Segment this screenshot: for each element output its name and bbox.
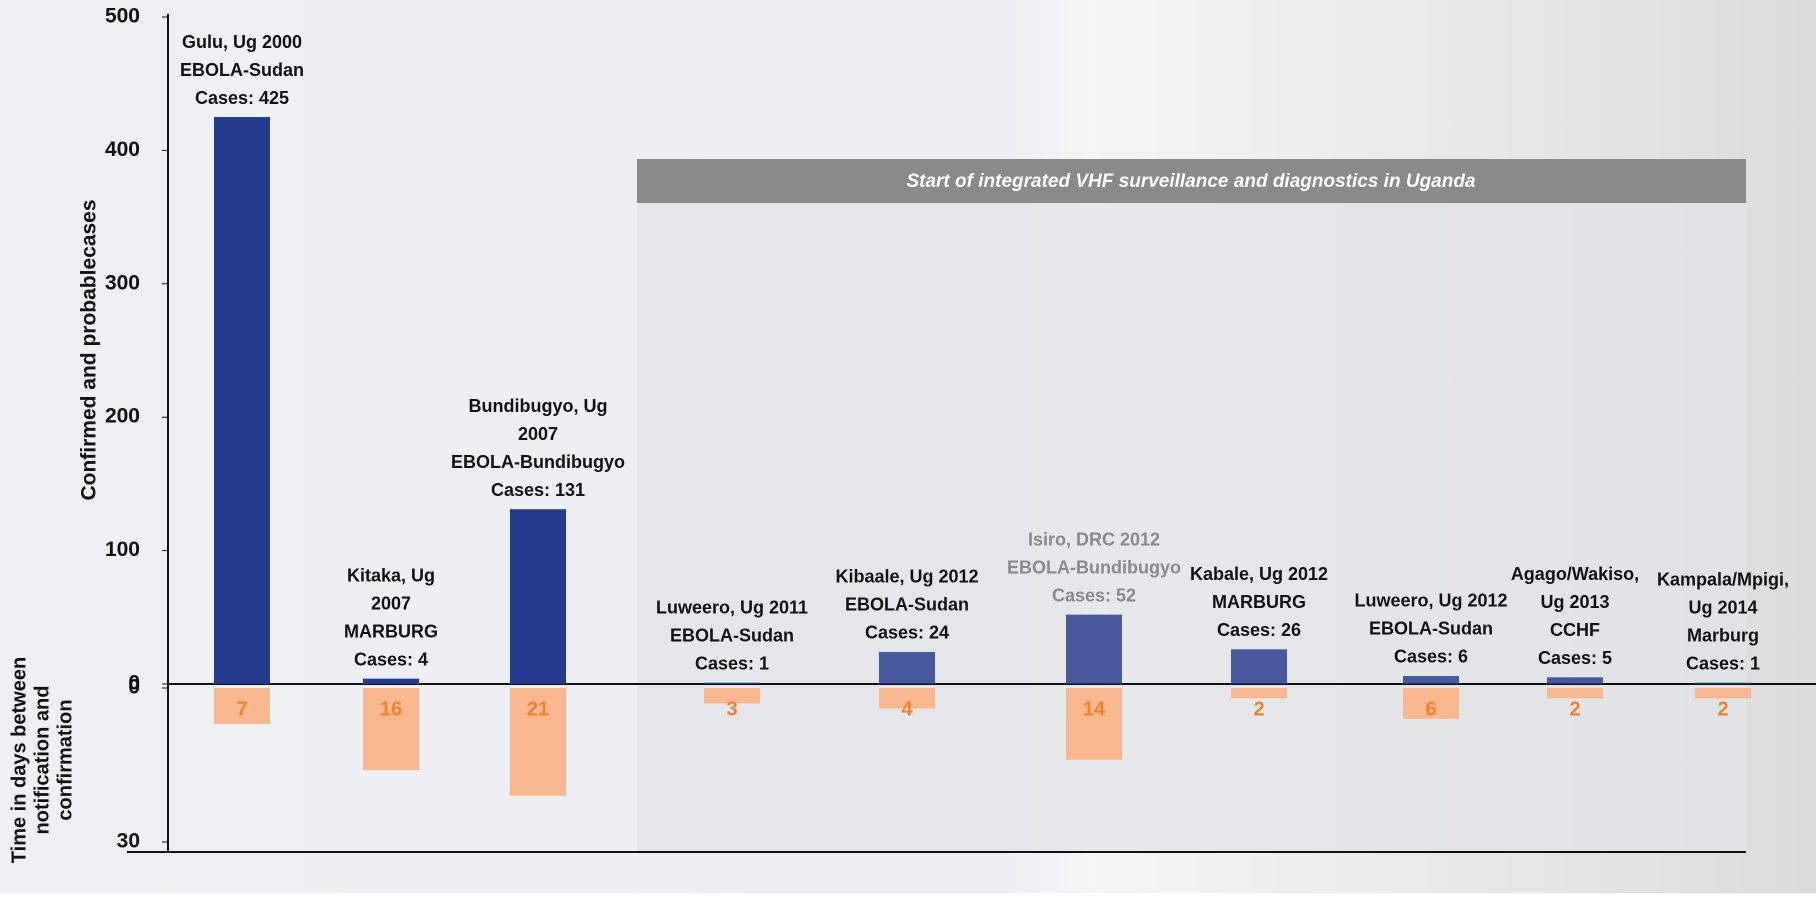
category-label: EBOLA-Sudan — [180, 60, 304, 80]
data-label: 6 — [1425, 698, 1436, 720]
chart: Start of integrated VHF surveillance and… — [0, 0, 1816, 893]
data-label: Cases: 425 — [195, 88, 289, 108]
data-label: 2 — [1569, 698, 1580, 720]
category-label: CCHF — [1550, 620, 1600, 640]
data-label: 21 — [527, 698, 549, 720]
category-label: Kampala/Mpigi, — [1657, 569, 1789, 589]
category-label: Kabale, Ug 2012 — [1190, 564, 1328, 584]
bar — [214, 117, 270, 684]
y-tick-label: 200 — [105, 405, 140, 428]
y-axis-title: Time in days between — [8, 657, 30, 863]
category-label: Bundibugyo, Ug — [469, 396, 608, 416]
category-label: Isiro, DRC 2012 — [1028, 529, 1160, 549]
surveillance-region — [637, 203, 1746, 852]
data-label: Cases: 4 — [354, 649, 428, 669]
category-label: Agago/Wakiso, — [1511, 564, 1639, 584]
data-label: 3 — [726, 698, 737, 720]
category-label: Luweero, Ug 2011 — [656, 597, 808, 617]
y-tick-label: 0 — [128, 676, 140, 699]
y-axis-title: confirmation — [54, 699, 76, 820]
bar — [1547, 688, 1603, 698]
bar — [1695, 683, 1751, 684]
category-label: Luweero, Ug 2012 — [1354, 591, 1507, 611]
data-label: Cases: 1 — [695, 653, 769, 673]
category-label: Kibaale, Ug 2012 — [835, 567, 978, 587]
data-label: 2 — [1717, 698, 1728, 720]
bar — [1231, 688, 1287, 698]
category-label: EBOLA-Sudan — [670, 625, 794, 645]
data-label: Cases: 26 — [1217, 620, 1301, 640]
bar — [1547, 677, 1603, 684]
bar — [879, 652, 935, 684]
category-label: Ug 2014 — [1688, 597, 1757, 617]
category-label: Ug 2013 — [1540, 592, 1609, 612]
bar — [1231, 649, 1287, 684]
y-axis-title: notification and — [31, 686, 53, 835]
data-label: Cases: 5 — [1538, 648, 1612, 668]
y-tick-label: 300 — [105, 271, 140, 294]
data-label: 16 — [380, 698, 402, 720]
category-label: Marburg — [1687, 625, 1759, 645]
data-label: Cases: 131 — [491, 480, 585, 500]
category-label: EBOLA-Bundibugyo — [451, 452, 625, 472]
category-label: Kitaka, Ug — [347, 565, 435, 585]
data-label: 14 — [1083, 698, 1106, 720]
bar — [510, 509, 566, 684]
data-label: Cases: 6 — [1394, 647, 1468, 667]
bar — [704, 683, 760, 684]
bar — [1066, 615, 1122, 684]
bar — [1695, 688, 1751, 698]
data-label: 7 — [236, 698, 247, 720]
y-tick-label: 400 — [105, 138, 140, 161]
data-label: 4 — [901, 698, 913, 720]
annotation: Start of integrated VHF surveillance and… — [906, 171, 1475, 192]
y-tick-label: 500 — [105, 5, 140, 28]
category-label: EBOLA-Sudan — [845, 595, 969, 615]
y-tick-label: 30 — [117, 830, 140, 853]
data-label: 2 — [1253, 698, 1264, 720]
category-label: 2007 — [518, 424, 558, 444]
category-label: EBOLA-Bundibugyo — [1007, 557, 1181, 577]
category-label: MARBURG — [344, 621, 438, 641]
y-tick-label: 100 — [105, 538, 140, 561]
bar — [363, 679, 419, 684]
category-label: MARBURG — [1212, 592, 1306, 612]
category-label: Gulu, Ug 2000 — [182, 32, 302, 52]
data-label: Cases: 52 — [1052, 585, 1136, 605]
data-label: Cases: 1 — [1686, 653, 1760, 673]
y-axis-title: Confirmed and probablecases — [78, 199, 101, 500]
category-label: EBOLA-Sudan — [1369, 619, 1493, 639]
category-label: 2007 — [371, 593, 411, 613]
data-label: Cases: 24 — [865, 623, 949, 643]
bar — [1403, 676, 1459, 684]
